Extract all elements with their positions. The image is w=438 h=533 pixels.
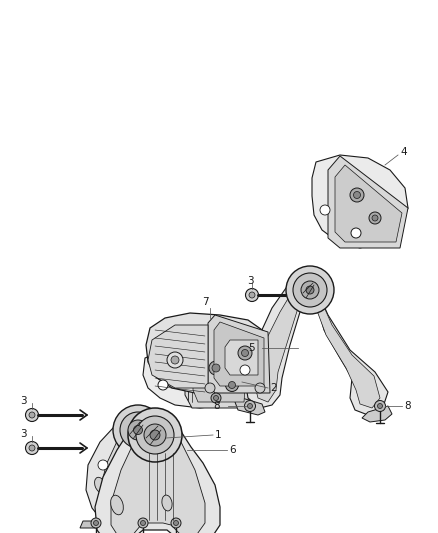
Circle shape bbox=[374, 400, 385, 411]
Polygon shape bbox=[308, 288, 388, 415]
Text: 7: 7 bbox=[201, 297, 208, 307]
Circle shape bbox=[238, 346, 252, 360]
Circle shape bbox=[29, 412, 35, 418]
Polygon shape bbox=[235, 398, 265, 415]
Circle shape bbox=[93, 521, 99, 526]
Text: 5: 5 bbox=[248, 343, 255, 353]
Text: 4: 4 bbox=[400, 147, 406, 157]
Polygon shape bbox=[95, 433, 220, 533]
Circle shape bbox=[213, 395, 219, 400]
Circle shape bbox=[128, 408, 182, 462]
Polygon shape bbox=[148, 325, 208, 388]
Circle shape bbox=[29, 445, 35, 451]
Circle shape bbox=[138, 518, 148, 528]
Circle shape bbox=[249, 292, 255, 298]
Circle shape bbox=[293, 273, 327, 307]
Circle shape bbox=[91, 518, 101, 528]
Circle shape bbox=[372, 215, 378, 221]
Text: 3: 3 bbox=[20, 396, 27, 406]
Circle shape bbox=[255, 383, 265, 393]
Circle shape bbox=[136, 416, 174, 454]
Polygon shape bbox=[100, 435, 178, 515]
Polygon shape bbox=[362, 406, 392, 422]
Text: 3: 3 bbox=[20, 429, 27, 439]
Polygon shape bbox=[185, 350, 252, 408]
Circle shape bbox=[351, 228, 361, 238]
Circle shape bbox=[113, 405, 163, 455]
Circle shape bbox=[229, 382, 236, 389]
Circle shape bbox=[167, 352, 183, 368]
Polygon shape bbox=[328, 156, 408, 248]
Circle shape bbox=[353, 191, 360, 198]
Circle shape bbox=[301, 281, 319, 299]
Circle shape bbox=[306, 286, 314, 294]
Polygon shape bbox=[312, 155, 408, 248]
Circle shape bbox=[246, 288, 258, 302]
Circle shape bbox=[150, 430, 160, 440]
Polygon shape bbox=[225, 340, 258, 375]
Circle shape bbox=[212, 364, 220, 372]
Circle shape bbox=[209, 361, 223, 375]
Text: 1: 1 bbox=[215, 430, 222, 440]
Ellipse shape bbox=[162, 495, 172, 511]
Circle shape bbox=[244, 400, 255, 411]
Polygon shape bbox=[163, 505, 200, 526]
Circle shape bbox=[286, 266, 334, 314]
Text: 3: 3 bbox=[247, 276, 254, 286]
Circle shape bbox=[226, 378, 239, 392]
Circle shape bbox=[378, 403, 382, 408]
Circle shape bbox=[128, 420, 148, 440]
Circle shape bbox=[247, 403, 252, 408]
Polygon shape bbox=[214, 322, 264, 386]
Polygon shape bbox=[86, 428, 190, 522]
Circle shape bbox=[171, 356, 179, 364]
Circle shape bbox=[171, 518, 181, 528]
Polygon shape bbox=[80, 521, 196, 528]
Circle shape bbox=[173, 521, 179, 526]
Polygon shape bbox=[111, 440, 205, 533]
Circle shape bbox=[98, 460, 108, 470]
Text: 8: 8 bbox=[213, 401, 220, 411]
Circle shape bbox=[241, 350, 248, 357]
Polygon shape bbox=[193, 358, 246, 402]
Polygon shape bbox=[146, 313, 270, 393]
Circle shape bbox=[25, 408, 39, 422]
Circle shape bbox=[141, 521, 145, 526]
Circle shape bbox=[120, 412, 156, 448]
Circle shape bbox=[144, 424, 166, 446]
Polygon shape bbox=[335, 165, 402, 242]
Polygon shape bbox=[143, 345, 252, 408]
Polygon shape bbox=[254, 292, 298, 402]
Circle shape bbox=[25, 441, 39, 455]
Text: 2: 2 bbox=[270, 383, 277, 393]
Text: 6: 6 bbox=[229, 445, 236, 455]
Ellipse shape bbox=[95, 477, 106, 492]
Polygon shape bbox=[316, 298, 380, 408]
Ellipse shape bbox=[111, 495, 124, 515]
Circle shape bbox=[158, 380, 168, 390]
Ellipse shape bbox=[139, 478, 147, 492]
Circle shape bbox=[320, 205, 330, 215]
Circle shape bbox=[369, 212, 381, 224]
Circle shape bbox=[240, 365, 250, 375]
Polygon shape bbox=[208, 315, 270, 393]
Circle shape bbox=[134, 425, 142, 434]
Polygon shape bbox=[245, 288, 304, 408]
Circle shape bbox=[205, 383, 215, 393]
Text: 8: 8 bbox=[404, 401, 411, 411]
Circle shape bbox=[211, 393, 221, 403]
Circle shape bbox=[350, 188, 364, 202]
